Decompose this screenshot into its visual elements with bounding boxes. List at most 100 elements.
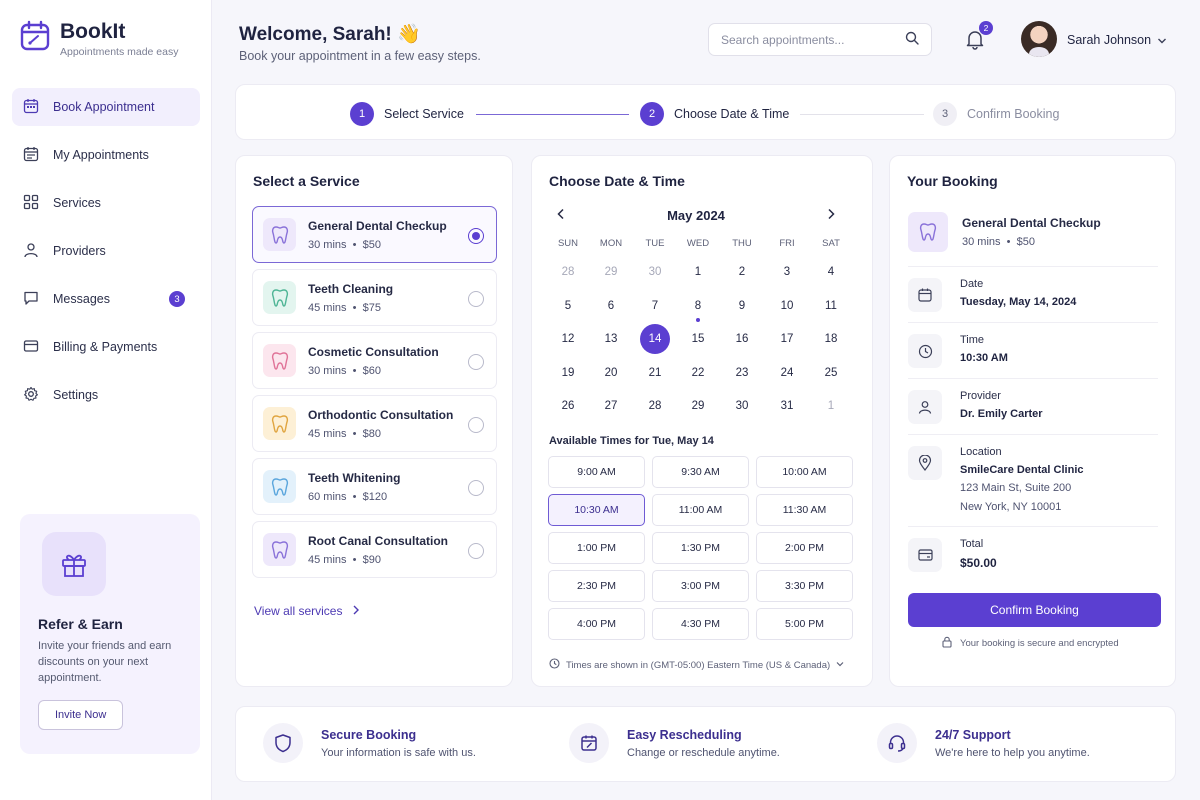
service-radio[interactable] (468, 291, 484, 307)
service-name: Cosmetic Consultation (308, 344, 439, 359)
calendar-day[interactable]: 30 (735, 400, 749, 412)
service-option[interactable]: Root Canal Consultation 45 mins • $90 (252, 521, 497, 578)
time-slot[interactable]: 5:00 PM (756, 608, 853, 640)
bell-icon[interactable] (964, 28, 986, 53)
calendar-day[interactable]: 28 (648, 400, 662, 412)
calendar-day[interactable]: 23 (735, 366, 749, 379)
time-slot[interactable]: 3:00 PM (652, 570, 749, 602)
calendar-day[interactable]: 11 (825, 299, 837, 312)
calendar-day[interactable]: 27 (604, 400, 618, 412)
time-slot[interactable]: 1:30 PM (652, 532, 749, 564)
tooth-icon (263, 344, 296, 377)
calendar-day[interactable]: 1 (694, 266, 702, 278)
calendar-day[interactable]: 21 (648, 366, 662, 379)
calendar-day[interactable]: 28 (561, 266, 575, 278)
calendar-day-selected[interactable]: 14 (640, 324, 670, 354)
calendar-day[interactable]: 29 (604, 266, 618, 278)
calendar-day[interactable]: 31 (780, 400, 794, 412)
sidebar-item-settings[interactable]: Settings (12, 376, 200, 414)
calendar-day[interactable]: 9 (738, 299, 746, 312)
calendar-day[interactable]: 29 (691, 400, 705, 412)
service-radio[interactable] (468, 354, 484, 370)
calendar-day[interactable]: 2 (738, 266, 746, 278)
step-choose-date-time[interactable]: 2 Choose Date & Time (640, 102, 789, 126)
calendar-day[interactable]: 15 (691, 333, 705, 345)
search-input[interactable] (721, 32, 891, 47)
chevron-down-icon[interactable] (1157, 35, 1167, 49)
time-slot[interactable]: 11:00 AM (652, 494, 749, 526)
time-slot[interactable]: 2:00 PM (756, 532, 853, 564)
calendar-day[interactable]: 5 (564, 299, 572, 312)
sidebar-item-my-appointments[interactable]: My Appointments (12, 136, 200, 174)
calendar-day[interactable]: 30 (648, 266, 662, 278)
service-radio[interactable] (468, 228, 484, 244)
step-select-service[interactable]: 1 Select Service (350, 102, 464, 126)
sidebar-item-book-appointment[interactable]: Book Appointment (12, 88, 200, 126)
app-logo[interactable]: BookIt Appointments made easy (20, 20, 178, 58)
calendar-day[interactable]: 19 (561, 366, 575, 379)
calendar-day[interactable]: 20 (604, 366, 618, 379)
calendar-day[interactable]: 24 (780, 366, 794, 379)
service-option[interactable]: General Dental Checkup 30 mins • $50 (252, 206, 497, 263)
chevron-right-icon[interactable] (826, 208, 836, 223)
time-slot[interactable]: 10:00 AM (756, 456, 853, 488)
time-slot[interactable]: 9:30 AM (652, 456, 749, 488)
calendar-day[interactable]: 22 (691, 366, 705, 379)
service-radio[interactable] (468, 543, 484, 559)
location-value: SmileCare Dental Clinic (960, 464, 1084, 476)
calendar-day[interactable]: 18 (824, 333, 838, 345)
calendar-day[interactable]: 6 (607, 299, 615, 312)
gear-icon (23, 386, 39, 405)
avatar[interactable] (1021, 21, 1057, 57)
app-name: BookIt (60, 20, 126, 43)
service-name: Teeth Whitening (308, 470, 401, 485)
panel-title: Select a Service (253, 173, 360, 189)
sidebar-item-providers[interactable]: Providers (12, 232, 200, 270)
user-name[interactable]: Sarah Johnson (1067, 33, 1152, 47)
service-option[interactable]: Teeth Whitening 60 mins • $120 (252, 458, 497, 515)
feature-support: 24/7 Support We're here to help you anyti… (877, 723, 1090, 763)
time-slot[interactable]: 4:30 PM (652, 608, 749, 640)
calendar-day[interactable]: 17 (780, 333, 794, 345)
time-slot[interactable]: 4:00 PM (548, 608, 645, 640)
calendar-day[interactable]: 8 (694, 299, 702, 312)
time-slot[interactable]: 3:30 PM (756, 570, 853, 602)
service-meta: 45 mins • $75 (308, 301, 381, 314)
time-slot[interactable]: 9:00 AM (548, 456, 645, 488)
view-all-services-link[interactable]: View all services (254, 604, 360, 618)
time-slot[interactable]: 11:30 AM (756, 494, 853, 526)
service-radio[interactable] (468, 417, 484, 433)
calendar-day[interactable]: 3 (783, 266, 791, 278)
search-icon[interactable] (905, 31, 919, 48)
chevron-left-icon[interactable] (556, 208, 566, 223)
calendar-day[interactable]: 13 (604, 333, 618, 345)
calendar-day[interactable]: 10 (780, 299, 794, 312)
sidebar-item-services[interactable]: Services (12, 184, 200, 222)
service-option[interactable]: Teeth Cleaning 45 mins • $75 (252, 269, 497, 326)
calendar-day[interactable]: 1 (827, 400, 835, 412)
time-slot[interactable]: 2:30 PM (548, 570, 645, 602)
service-duration: 45 mins (308, 427, 347, 440)
calendar-day[interactable]: 4 (827, 266, 835, 278)
calendar-day[interactable]: 12 (561, 333, 575, 345)
calendar-day[interactable]: 7 (651, 299, 659, 312)
time-value: 10:30 AM (960, 352, 1008, 364)
calendar-day[interactable]: 16 (735, 333, 749, 345)
service-option[interactable]: Cosmetic Consultation 30 mins • $60 (252, 332, 497, 389)
timezone-selector[interactable]: Times are shown in (GMT-05:00) Eastern T… (549, 658, 844, 672)
calendar-day[interactable]: 26 (561, 400, 575, 412)
weekday-label: FRI (779, 238, 795, 249)
confirm-booking-button[interactable]: Confirm Booking (908, 593, 1161, 627)
service-option[interactable]: Orthodontic Consultation 45 mins • $80 (252, 395, 497, 452)
time-slot[interactable]: 10:30 AM (548, 494, 645, 526)
step-confirm-booking[interactable]: 3 Confirm Booking (933, 102, 1059, 126)
summary-time: Time 10:30 AM (908, 334, 1158, 368)
invite-now-button[interactable]: Invite Now (38, 700, 124, 730)
sidebar-item-billing[interactable]: Billing & Payments (12, 328, 200, 366)
available-times-title: Available Times for Tue, May 14 (549, 435, 714, 447)
time-slot[interactable]: 1:00 PM (548, 532, 645, 564)
calendar-day[interactable]: 25 (824, 366, 838, 379)
timezone-label: Times are shown in (GMT-05:00) Eastern T… (566, 659, 831, 671)
sidebar-item-messages[interactable]: Messages 3 (12, 280, 200, 318)
service-radio[interactable] (468, 480, 484, 496)
